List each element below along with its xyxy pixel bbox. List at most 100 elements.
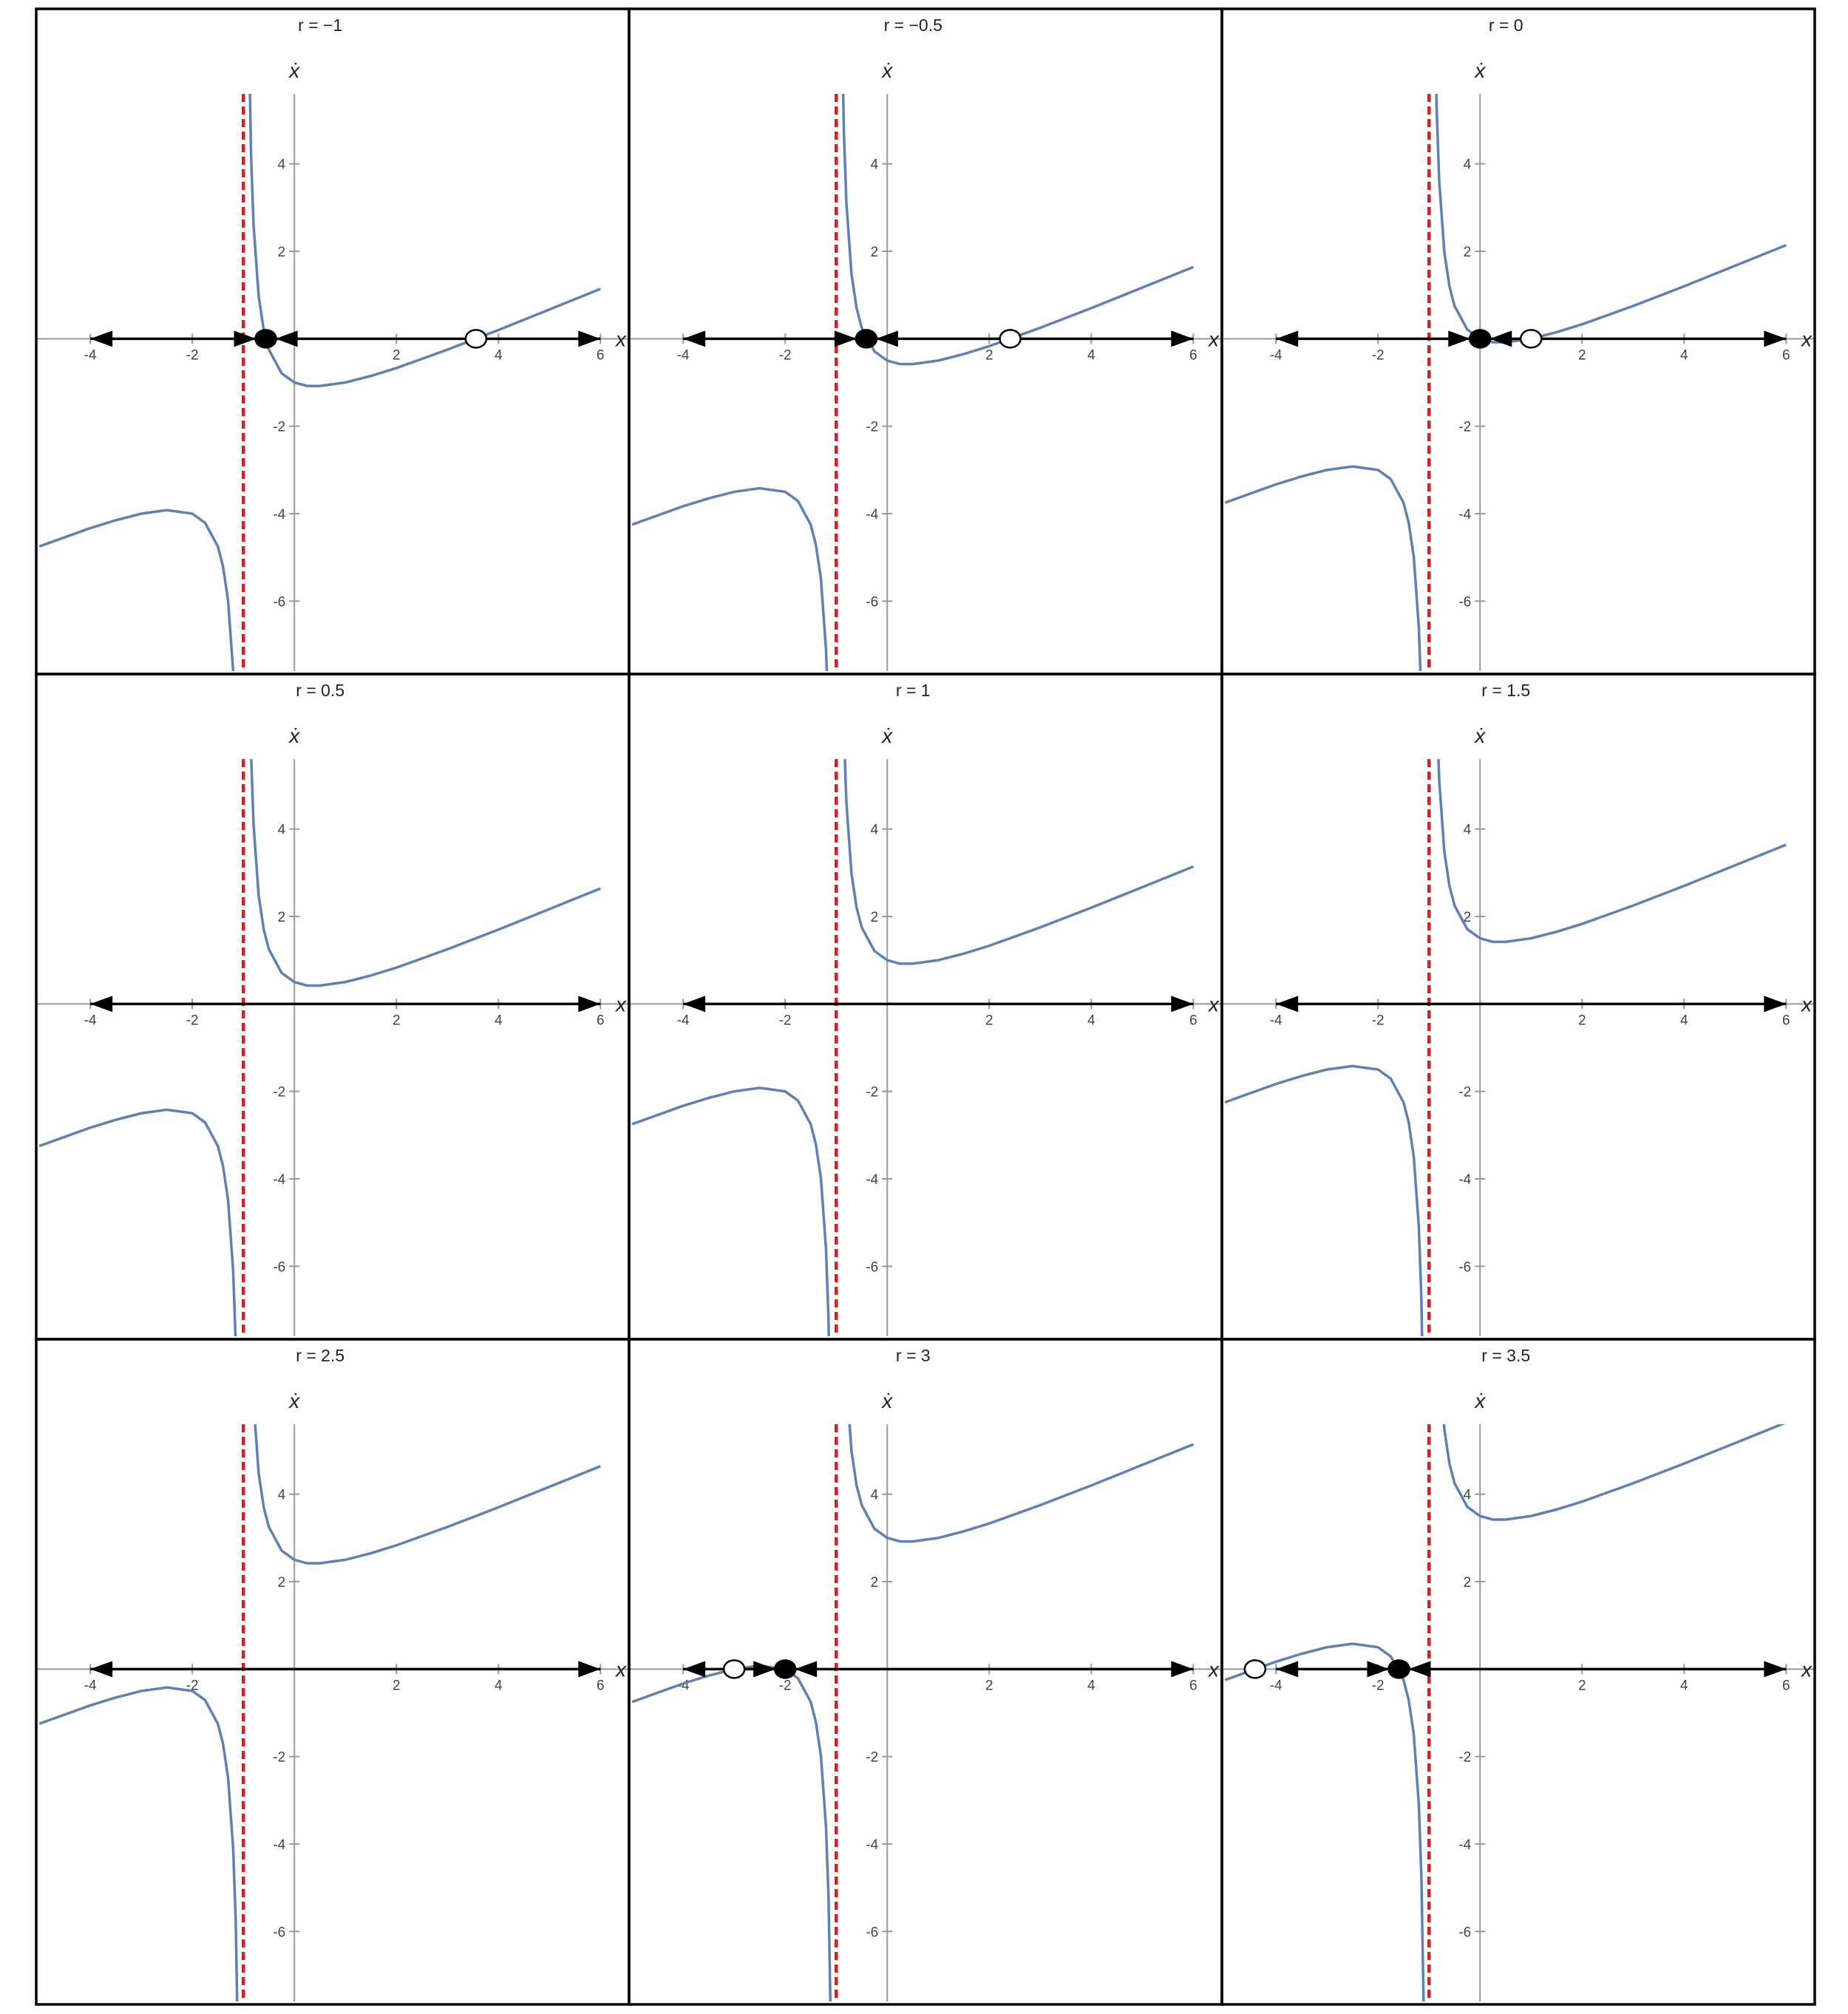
y-tick-label: 2 xyxy=(871,910,879,925)
flow-arrow xyxy=(683,996,706,1013)
flow-arrow xyxy=(1276,330,1299,347)
flow-arrow xyxy=(795,1661,818,1678)
x-tick-label: 2 xyxy=(985,347,993,363)
flow-arrow xyxy=(683,330,706,347)
x-tick-label: 4 xyxy=(495,347,503,363)
flow-arrow xyxy=(1171,330,1194,347)
flow-arrow xyxy=(90,996,113,1013)
unstable-point xyxy=(999,329,1022,349)
y-tick-label: -4 xyxy=(866,1172,878,1188)
y-tick-label: -6 xyxy=(273,594,285,610)
flow-arrow xyxy=(1764,330,1787,347)
curve xyxy=(38,759,602,1336)
curve xyxy=(1224,759,1787,1336)
x-tick-label: -4 xyxy=(84,1678,97,1693)
x-axis-label: x xyxy=(614,993,627,1015)
flow-arrow xyxy=(1764,996,1787,1013)
unstable-point xyxy=(1520,329,1543,349)
panel-frame xyxy=(35,673,631,1341)
curve xyxy=(631,1424,1195,2001)
stable-point xyxy=(254,329,277,349)
panel-frame xyxy=(35,7,631,676)
x-axis-label: x xyxy=(1800,1658,1813,1681)
curve xyxy=(38,1424,602,2001)
y-axis-label: ẋ xyxy=(1473,724,1486,747)
x-axis-label: x xyxy=(1207,993,1220,1015)
flow-arrow xyxy=(1367,1661,1390,1678)
panel: -4 -2 2 4 6 -6 -4 -2 2 4 x ẋ r = 1 xyxy=(628,673,1223,1341)
y-tick-label: -6 xyxy=(866,1259,878,1275)
x-tick-label: -4 xyxy=(1270,347,1283,363)
x-tick-label: 4 xyxy=(1680,1678,1688,1693)
flow-arrow xyxy=(753,1661,776,1678)
y-tick-label: -6 xyxy=(273,1259,285,1275)
curve xyxy=(38,94,602,671)
x-tick-label: -4 xyxy=(84,1013,97,1028)
y-axis-label: ẋ xyxy=(880,1389,893,1412)
x-tick-label: 2 xyxy=(1578,1013,1586,1028)
y-tick-label: -4 xyxy=(866,507,878,523)
x-tick-label: -4 xyxy=(1270,1013,1283,1028)
panel-frame xyxy=(35,1338,631,2006)
y-tick-label: -6 xyxy=(866,1925,878,1940)
x-tick-label: 6 xyxy=(1782,1013,1790,1028)
y-tick-label: 4 xyxy=(1464,1488,1472,1503)
y-tick-label: -6 xyxy=(866,594,878,610)
x-axis-label: x xyxy=(614,1658,627,1681)
y-axis-label: ẋ xyxy=(288,1389,300,1412)
panel-title: r = 3 xyxy=(896,1346,931,1365)
y-axis-label: ẋ xyxy=(288,724,300,747)
x-axis-label: x xyxy=(1207,1658,1220,1681)
x-tick-label: -4 xyxy=(677,1013,690,1028)
x-tick-label: 6 xyxy=(1782,347,1790,363)
panel-title: r = 0.5 xyxy=(296,681,344,700)
flow-arrow xyxy=(875,330,898,347)
stable-point xyxy=(1468,329,1492,349)
x-tick-label: 6 xyxy=(1189,347,1198,363)
panel-title: r = 1.5 xyxy=(1481,681,1530,700)
x-tick-label: 4 xyxy=(1087,1013,1095,1028)
panel-frame xyxy=(628,673,1223,1341)
stable-point xyxy=(1387,1659,1410,1679)
y-tick-label: 2 xyxy=(1464,910,1472,925)
x-tick-label: 6 xyxy=(597,347,605,363)
flow-arrow xyxy=(578,330,601,347)
panel: -4 -2 2 4 6 -6 -4 -2 2 4 x ẋ r = −1 xyxy=(35,7,631,676)
y-tick-label: -2 xyxy=(1458,1750,1471,1766)
unstable-point xyxy=(722,1659,746,1679)
curve xyxy=(1224,94,1787,671)
x-tick-label: 4 xyxy=(1680,347,1688,363)
unstable-point xyxy=(464,329,488,349)
curve xyxy=(631,94,1195,671)
y-axis-label: ẋ xyxy=(880,59,893,82)
x-tick-label: 4 xyxy=(1087,347,1095,363)
flow-arrow xyxy=(1408,1661,1431,1678)
y-tick-label: 4 xyxy=(278,823,286,838)
flow-arrow xyxy=(1764,1661,1787,1678)
panel-title: r = 1 xyxy=(896,681,931,700)
y-tick-label: 4 xyxy=(871,1488,879,1503)
flow-arrow xyxy=(1171,996,1194,1013)
stable-point xyxy=(773,1659,797,1679)
y-tick-label: -4 xyxy=(273,507,285,523)
x-tick-label: -2 xyxy=(779,1678,792,1693)
curve xyxy=(1224,1424,1786,2001)
flow-arrow xyxy=(834,330,857,347)
x-axis-label: x xyxy=(1800,327,1813,350)
y-tick-label: 2 xyxy=(871,245,879,260)
y-tick-label: -6 xyxy=(273,1925,285,1940)
y-tick-label: -6 xyxy=(1458,594,1471,610)
x-tick-label: 4 xyxy=(495,1013,503,1028)
y-tick-label: 2 xyxy=(278,910,286,925)
flow-arrow xyxy=(275,330,298,347)
x-tick-label: 2 xyxy=(393,1678,401,1693)
x-tick-label: 2 xyxy=(985,1013,993,1028)
y-axis-label: ẋ xyxy=(1473,59,1486,82)
flow-arrow xyxy=(578,1661,601,1678)
y-tick-label: 4 xyxy=(1464,157,1472,173)
curve xyxy=(631,759,1195,1336)
x-tick-label: -2 xyxy=(779,1013,792,1028)
